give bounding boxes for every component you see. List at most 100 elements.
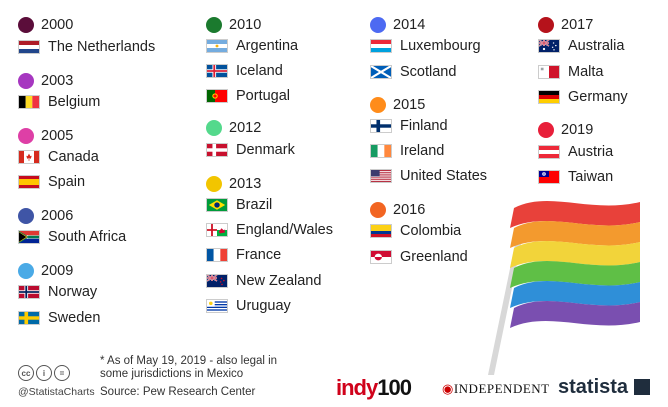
country-item: Luxembourg	[370, 37, 481, 55]
year-header: 2017	[538, 16, 593, 34]
flag-icon	[370, 169, 392, 183]
source-note: Source: Pew Research Center	[100, 386, 256, 398]
year-header: 2015	[370, 96, 425, 114]
year-header: 2003	[18, 72, 73, 90]
country-item: Spain	[18, 173, 85, 191]
year-header: 2014	[370, 16, 425, 34]
country-item: Finland	[370, 117, 448, 135]
country-name: Denmark	[236, 142, 295, 158]
country-name: France	[236, 247, 282, 263]
year-header: 2012	[206, 119, 261, 137]
country-name: Taiwan	[568, 169, 614, 185]
flag-icon	[206, 223, 228, 237]
country-name: New Zealand	[236, 273, 322, 289]
country-item: France	[206, 246, 281, 264]
country-name: Colombia	[400, 223, 462, 239]
country-name: Brazil	[236, 197, 273, 213]
rainbow-band	[510, 221, 640, 248]
flag-icon	[538, 65, 560, 79]
country-name: South Africa	[48, 229, 127, 245]
independent-logo[interactable]: ◉INDEPENDENT	[442, 381, 550, 397]
year-dot-icon	[538, 17, 554, 33]
country-name: Spain	[48, 174, 86, 190]
country-item: Colombia	[370, 222, 461, 240]
year-label: 2010	[229, 17, 262, 33]
flag-icon	[206, 198, 228, 212]
year-dot-icon	[18, 263, 34, 279]
flag-icon	[538, 90, 560, 104]
country-name: Uruguay	[236, 298, 291, 314]
country-name: Germany	[568, 89, 628, 105]
country-name: England/Wales	[236, 222, 333, 238]
year-label: 2012	[229, 120, 262, 136]
country-item: The Netherlands	[18, 38, 155, 56]
statista-logo[interactable]: statista	[558, 376, 650, 399]
year-dot-icon	[18, 17, 34, 33]
statista-logo-icon	[633, 379, 650, 395]
flag-icon	[370, 65, 392, 79]
year-header: 2009	[18, 262, 73, 280]
country-item: Belgium	[18, 93, 100, 111]
rainbow-band	[510, 261, 640, 288]
country-item: Uruguay	[206, 297, 291, 315]
country-item: Greenland	[370, 248, 468, 266]
country-item: Austria	[538, 143, 613, 161]
country-name: Belgium	[48, 94, 101, 110]
year-dot-icon	[538, 122, 554, 138]
year-dot-icon	[18, 73, 34, 89]
flag-icon	[370, 144, 392, 158]
flag-icon	[206, 89, 228, 103]
statista-handle: @StatistaCharts	[18, 386, 95, 398]
indy100-logo-word: indy	[336, 375, 378, 400]
country-item: South Africa	[18, 228, 126, 246]
year-label: 2019	[561, 122, 594, 138]
country-name: Greenland	[400, 249, 468, 265]
flag-icon	[206, 274, 228, 288]
year-header: 2019	[538, 121, 593, 139]
country-item: Norway	[18, 283, 97, 301]
attribution-icon: i	[36, 365, 52, 381]
year-dot-icon	[206, 120, 222, 136]
flag-icon	[18, 95, 40, 109]
flag-icon	[18, 285, 40, 299]
flag-pole	[488, 230, 524, 375]
flag-icon	[538, 39, 560, 53]
flag-icon	[206, 39, 228, 53]
country-name: Sweden	[48, 310, 101, 326]
country-item: Iceland	[206, 62, 283, 80]
flag-icon	[18, 40, 40, 54]
rainbow-band	[510, 201, 640, 228]
country-item: Scotland	[370, 63, 456, 81]
flag-icon	[18, 150, 40, 164]
country-item: Malta	[538, 63, 603, 81]
country-name: Argentina	[236, 38, 299, 54]
year-label: 2005	[41, 128, 74, 144]
country-item: Australia	[538, 37, 624, 55]
year-label: 2017	[561, 17, 594, 33]
country-name: Luxembourg	[400, 38, 481, 54]
indy100-logo-number: 100	[377, 375, 412, 400]
year-header: 2006	[18, 207, 73, 225]
cc-icon: cc	[18, 365, 34, 381]
country-item: New Zealand	[206, 272, 321, 290]
year-label: 2013	[229, 176, 262, 192]
flag-icon	[206, 64, 228, 78]
independent-lion-icon: ◉	[442, 381, 454, 396]
flag-icon	[206, 143, 228, 157]
rainbow-flag-graphic	[488, 201, 640, 375]
indy100-logo[interactable]: indy100	[336, 375, 412, 401]
statista-logo-text: statista	[558, 376, 629, 398]
country-item: Sweden	[18, 309, 100, 327]
year-header: 2016	[370, 201, 425, 219]
no-derivatives-icon: =	[54, 365, 70, 381]
flag-icon	[370, 250, 392, 264]
country-name: The Netherlands	[48, 39, 156, 55]
year-label: 2014	[393, 17, 426, 33]
year-dot-icon	[370, 202, 386, 218]
country-name: Iceland	[236, 63, 283, 79]
rainbow-band	[510, 281, 640, 308]
year-dot-icon	[206, 176, 222, 192]
country-item: Argentina	[206, 37, 298, 55]
footnote: * As of May 19, 2019 - also legal in som…	[100, 355, 278, 380]
country-name: United States	[400, 168, 488, 184]
